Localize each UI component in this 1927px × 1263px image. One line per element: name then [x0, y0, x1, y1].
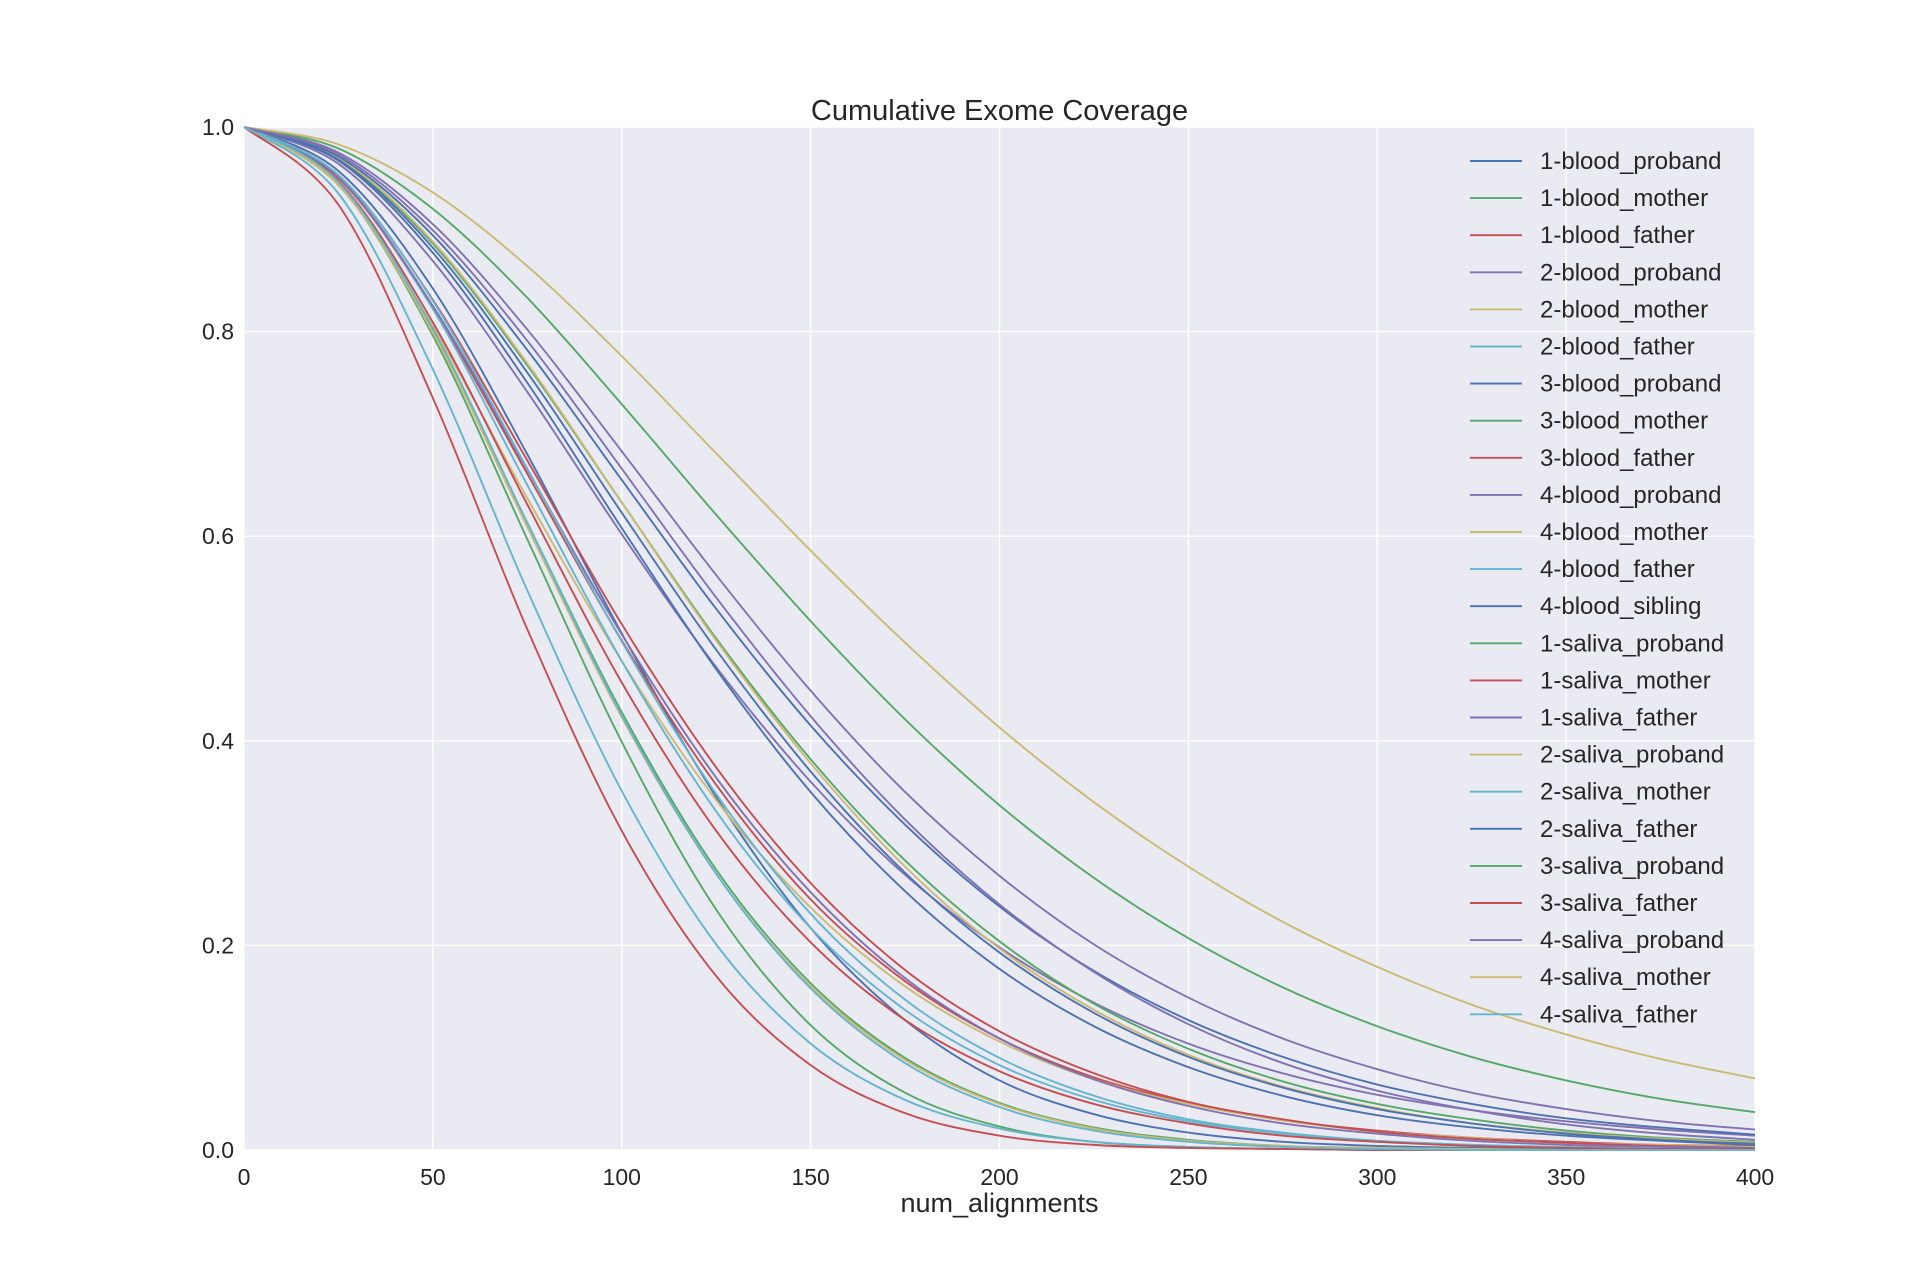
series-line-3-saliva_father	[243, 126, 1756, 1151]
series-line-3-blood_mother	[243, 126, 1756, 1143]
series-line-1-saliva_proband	[243, 126, 1756, 1114]
legend-label: 4-saliva_proband	[1540, 927, 1724, 954]
series-line-1-saliva_father	[243, 126, 1756, 1149]
y-tick-label: 0.0	[202, 1137, 234, 1163]
legend-label: 2-saliva_mother	[1540, 779, 1711, 806]
legend-label: 1-saliva_mother	[1540, 667, 1711, 694]
x-tick-label: 350	[1547, 1164, 1585, 1190]
legend-label: 2-saliva_father	[1540, 816, 1697, 843]
x-tick-label: 150	[791, 1164, 829, 1190]
series-line-2-saliva_father	[243, 126, 1756, 1145]
chart-title: Cumulative Exome Coverage	[811, 95, 1188, 127]
y-tick-label: 0.4	[202, 728, 234, 754]
legend-label: 4-blood_proband	[1540, 482, 1722, 509]
legend-label: 4-saliva_mother	[1540, 964, 1711, 991]
legend-label: 1-blood_proband	[1540, 148, 1722, 175]
series-line-4-blood_sibling	[243, 126, 1756, 1136]
legend-label: 3-saliva_proband	[1540, 853, 1724, 880]
legend-label: 1-blood_mother	[1540, 185, 1708, 212]
series-line-4-saliva_father	[243, 126, 1755, 1152]
legend-label: 1-saliva_father	[1540, 705, 1697, 732]
legend-label: 4-blood_mother	[1540, 519, 1708, 546]
y-tick-label: 0.8	[202, 319, 234, 345]
legend-label: 3-saliva_father	[1540, 890, 1697, 917]
series-line-3-blood_proband	[243, 126, 1756, 1146]
y-tick-label: 1.0	[202, 114, 234, 140]
x-tick-label: 0	[238, 1164, 251, 1190]
x-tick-label: 50	[420, 1164, 446, 1190]
legend-label: 1-blood_father	[1540, 222, 1695, 249]
series-lines	[243, 126, 1756, 1152]
legend-label: 2-blood_father	[1540, 334, 1695, 361]
legend-label: 4-saliva_father	[1540, 1001, 1697, 1028]
series-line-2-saliva_proband	[243, 126, 1756, 1080]
legend-label: 4-blood_father	[1540, 556, 1695, 583]
x-tick-label: 400	[1736, 1164, 1774, 1190]
legend-label: 2-blood_mother	[1540, 296, 1708, 323]
x-tick-label: 100	[603, 1164, 641, 1190]
x-tick-label: 300	[1358, 1164, 1396, 1190]
legend-label: 2-saliva_proband	[1540, 742, 1724, 769]
x-tick-label: 200	[980, 1164, 1018, 1190]
series-line-4-saliva_proband	[243, 126, 1756, 1141]
series-line-4-blood_proband	[243, 126, 1756, 1131]
legend-label: 3-blood_proband	[1540, 371, 1722, 398]
x-tick-label: 250	[1169, 1164, 1207, 1190]
x-axis-ticks: 0 50 100 150 200 250 300 350 400	[238, 1164, 1775, 1190]
series-line-4-saliva_mother	[243, 126, 1755, 1152]
y-axis-ticks: 0.0 0.2 0.4 0.6 0.8 1.0	[202, 114, 234, 1163]
series-line-2-saliva_mother	[243, 126, 1756, 1151]
legend-label: 3-blood_mother	[1540, 408, 1708, 435]
legend-label: 1-saliva_proband	[1540, 630, 1724, 657]
y-tick-label: 0.2	[202, 932, 234, 958]
legend: 1-blood_proband 1-blood_mother 1-blood_fat…	[1470, 148, 1724, 1028]
series-line-3-blood_father	[243, 126, 1756, 1149]
legend-label: 3-blood_father	[1540, 445, 1695, 472]
x-axis-label: num_alignments	[900, 1188, 1098, 1218]
legend-label: 2-blood_proband	[1540, 259, 1722, 286]
y-tick-label: 0.6	[202, 523, 234, 549]
legend-label: 4-blood_sibling	[1540, 593, 1701, 620]
